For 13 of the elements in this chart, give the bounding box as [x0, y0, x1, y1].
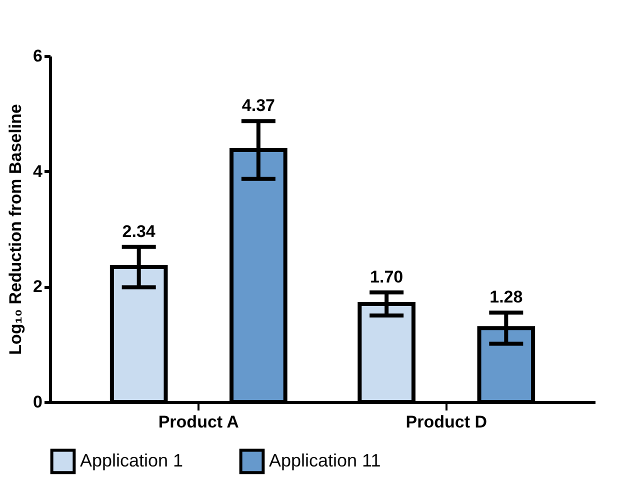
data-label: 1.70 [370, 267, 404, 286]
data-label: 2.34 [122, 222, 156, 241]
data-label: 1.28 [490, 288, 523, 307]
y-tick-label: 0 [33, 392, 42, 412]
legend-label: Application 11 [269, 450, 381, 470]
y-tick-label: 2 [33, 277, 42, 296]
y-axis-title: Log₁₀ Reduction from Baseline [6, 104, 26, 355]
legend-label: Application 1 [80, 450, 184, 470]
data-label: 4.37 [242, 96, 275, 116]
y-tick-label: 6 [33, 46, 42, 66]
y-tick-label: 4 [33, 162, 44, 181]
x-tick-label: Product A [158, 412, 239, 432]
x-tick-label: Product D [406, 412, 487, 432]
